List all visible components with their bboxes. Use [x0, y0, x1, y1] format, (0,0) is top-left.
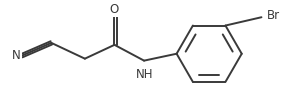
Text: O: O [110, 3, 119, 16]
Text: Br: Br [266, 9, 279, 22]
Text: NH: NH [136, 68, 154, 81]
Text: N: N [12, 49, 21, 62]
